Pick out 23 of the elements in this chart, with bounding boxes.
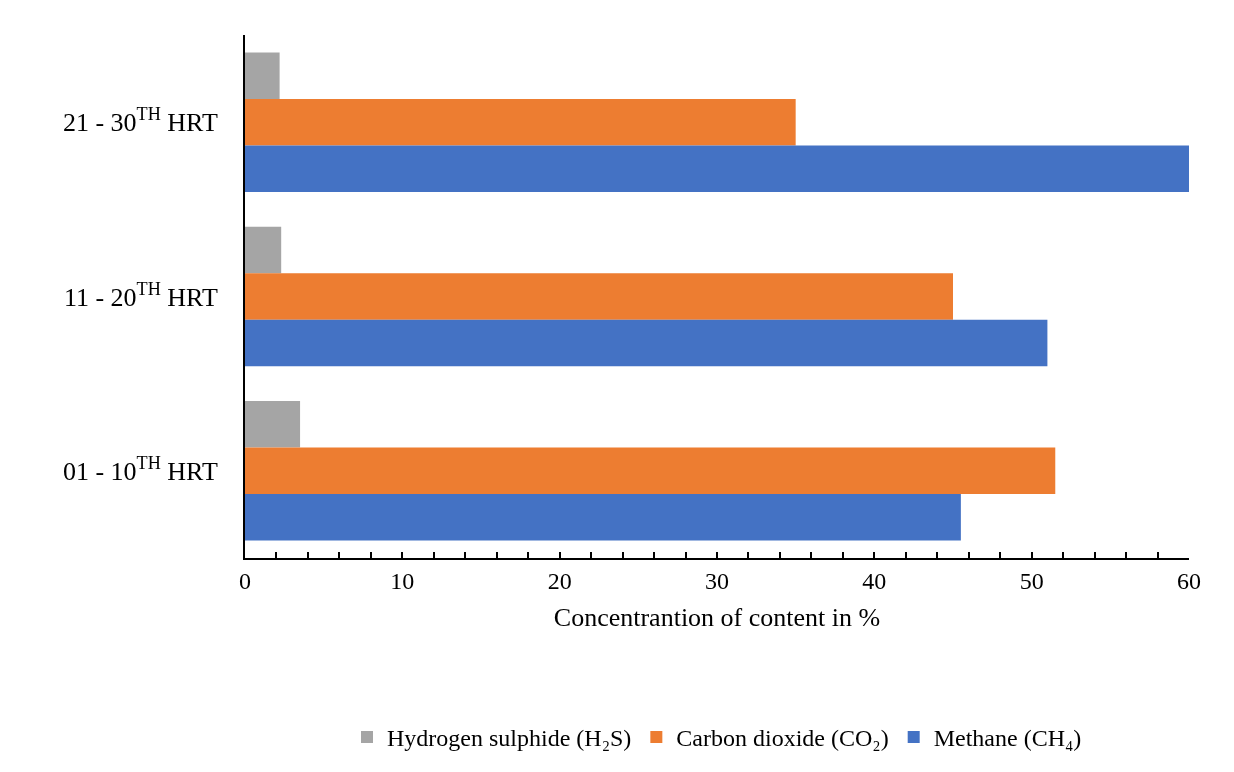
x-axis-title: Concentrantion of content in %	[553, 603, 881, 632]
x-tick-label: 10	[390, 567, 415, 594]
x-tick-label: 60	[1177, 567, 1201, 594]
legend-label: Methane (CH₄)	[933, 725, 1082, 752]
x-tick-label: 30	[705, 567, 729, 594]
x-tick-label: 50	[1019, 567, 1044, 594]
x-tick-label: 0	[239, 567, 251, 594]
y-tick-label: 11 - 20$^{TH}$ HRT	[63, 278, 218, 312]
bar	[245, 447, 1056, 495]
bar	[245, 273, 953, 320]
y-tick-label: 21 - 30$^{TH}$ HRT	[62, 104, 218, 138]
legend-label: Hydrogen sulphide (H₂S)	[387, 725, 632, 752]
bar	[245, 52, 280, 99]
x-tick-label: 40	[862, 567, 887, 594]
bar	[245, 494, 961, 541]
x-tick-label: 20	[547, 567, 572, 594]
bar	[245, 319, 1048, 367]
bar	[245, 226, 282, 274]
y-tick-label: 01 - 10$^{TH}$ HRT	[62, 453, 218, 486]
bar	[245, 98, 796, 146]
bar	[245, 145, 1189, 192]
legend-label: Carbon dioxide (CO₂)	[676, 725, 889, 752]
bar	[245, 401, 301, 448]
